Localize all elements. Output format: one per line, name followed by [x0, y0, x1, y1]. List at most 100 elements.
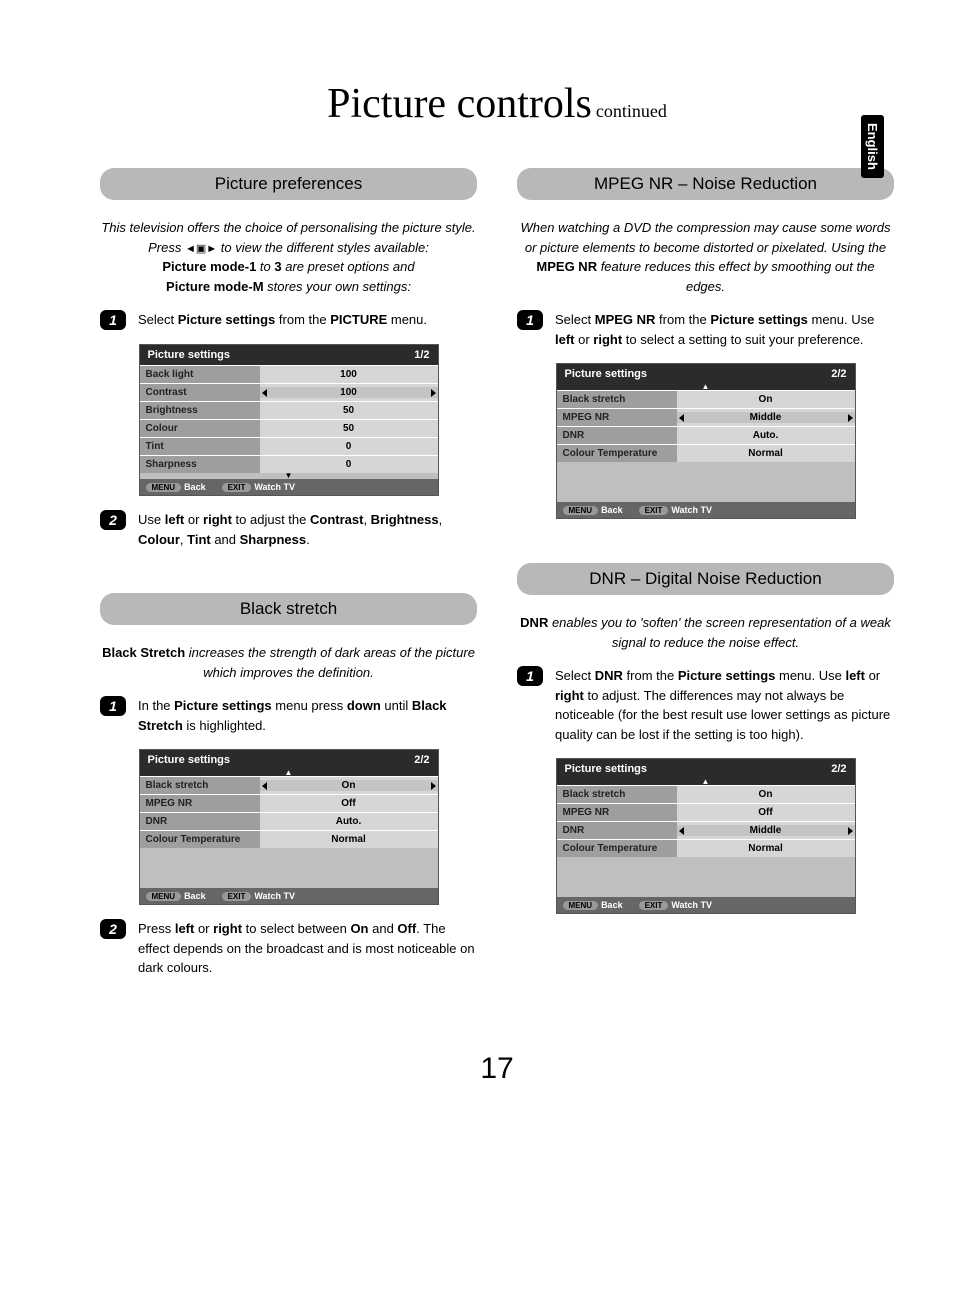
t: right [555, 688, 584, 703]
osd-label: Brightness [140, 402, 260, 419]
osd-panel: Picture settings2/2▲ Black stretch On MP… [556, 363, 856, 519]
osd-panel: Picture settings2/2▲ Black stretch On MP… [556, 758, 856, 914]
osd-footer: MENUBack EXITWatch TV [140, 888, 438, 904]
step-number-2: 2 [100, 510, 126, 530]
right-arrow-icon [431, 389, 436, 397]
t: 3 [274, 259, 281, 274]
t: PICTURE [330, 312, 387, 327]
osd-value: Normal [677, 843, 855, 854]
t: , [439, 512, 443, 527]
t: to [256, 259, 274, 274]
t: menu. [387, 312, 427, 327]
t: menu. Use [775, 668, 845, 683]
step-number-1: 1 [100, 696, 126, 716]
osd-row: Black stretch On [140, 776, 438, 794]
t: DNR [595, 668, 623, 683]
t: and [211, 532, 240, 547]
right-arrow-icon [431, 782, 436, 790]
t: left [175, 921, 195, 936]
t: MPEG NR [595, 312, 656, 327]
osd-label: DNR [140, 813, 260, 830]
left-arrow-icon [679, 827, 684, 835]
step-number-1: 1 [517, 666, 543, 686]
menu-button-icon: MENU [563, 901, 599, 910]
step-number-1: 1 [517, 310, 543, 330]
osd-value: Normal [260, 834, 438, 845]
osd-row: MPEG NR Middle [557, 408, 855, 426]
osd-row: Tint 0 [140, 437, 438, 455]
step-text: Select Picture settings from the PICTURE… [138, 310, 427, 330]
exit-button-icon: EXIT [639, 901, 669, 910]
osd-label: Colour Temperature [557, 445, 677, 462]
osd-row: Black stretch On [557, 390, 855, 408]
osd-label: MPEG NR [140, 795, 260, 812]
t: right [213, 921, 242, 936]
intro-text: Black Stretch increases the strength of … [100, 643, 477, 682]
step-number-2: 2 [100, 919, 126, 939]
step-text: Select MPEG NR from the Picture settings… [555, 310, 894, 349]
page-number: 17 [100, 1052, 894, 1086]
t: or [194, 921, 213, 936]
left-column: Picture preferences This television offe… [100, 168, 477, 992]
step-text: Select DNR from the Picture settings men… [555, 666, 894, 744]
t: left [165, 512, 185, 527]
step: 1 In the Picture settings menu press dow… [100, 696, 477, 735]
t: and [369, 921, 398, 936]
section-heading: Black stretch [100, 593, 477, 625]
osd-label: Black stretch [557, 391, 677, 408]
osd-value: Normal [677, 448, 855, 459]
osd-row: Contrast 100 [140, 383, 438, 401]
t: until [381, 698, 412, 713]
language-tab: English [861, 115, 884, 178]
t: from the [623, 668, 678, 683]
t: down [347, 698, 381, 713]
osd-label: Black stretch [140, 777, 260, 794]
step: 2 Use left or right to adjust the Contra… [100, 510, 477, 549]
t: feature reduces this effect by smoothing… [597, 259, 875, 294]
step: 1 Select Picture settings from the PICTU… [100, 310, 477, 330]
t: stores your own settings: [264, 279, 411, 294]
step-text: Use left or right to adjust the Contrast… [138, 510, 477, 549]
t: or [575, 332, 594, 347]
step: 2 Press left or right to select between … [100, 919, 477, 978]
osd-row: MPEG NR Off [140, 794, 438, 812]
section-heading: Picture preferences [100, 168, 477, 200]
osd-label: Black stretch [557, 786, 677, 803]
page-title: Picture controls continued [100, 80, 894, 128]
osd-value: 100 [260, 387, 438, 398]
osd-value: On [677, 394, 855, 405]
osd-label: DNR [557, 427, 677, 444]
osd-spacer [557, 462, 855, 502]
osd-label: Sharpness [140, 456, 260, 473]
t: or [184, 512, 203, 527]
exit-button-icon: EXIT [222, 483, 252, 492]
osd-value: 50 [260, 405, 438, 416]
osd-label: Colour Temperature [140, 831, 260, 848]
osd-title: Picture settings1/2 [140, 345, 438, 365]
osd-row: Colour Temperature Normal [557, 444, 855, 462]
menu-button-icon: MENU [146, 483, 182, 492]
osd-value: Middle [677, 825, 855, 836]
right-arrow-icon [848, 414, 853, 422]
section-heading: MPEG NR – Noise Reduction [517, 168, 894, 200]
t: MPEG NR [536, 259, 597, 274]
osd-title: Picture settings2/2 [140, 750, 438, 770]
osd-row: Colour Temperature Normal [140, 830, 438, 848]
t: from the [655, 312, 710, 327]
osd-label: DNR [557, 822, 677, 839]
osd-row: Back light 100 [140, 365, 438, 383]
t: Tint [187, 532, 211, 547]
t: right [593, 332, 622, 347]
intro-text: When watching a DVD the compression may … [517, 218, 894, 296]
osd-row: Colour 50 [140, 419, 438, 437]
t: Select [555, 312, 595, 327]
step-text: Press left or right to select between On… [138, 919, 477, 978]
section-heading: DNR – Digital Noise Reduction [517, 563, 894, 595]
intro-line: to view the different styles available: [221, 240, 429, 255]
exit-button-icon: EXIT [639, 506, 669, 515]
t: In the [138, 698, 174, 713]
t: Press [138, 921, 175, 936]
osd-label: Tint [140, 438, 260, 455]
osd-row: MPEG NR Off [557, 803, 855, 821]
osd-row: Brightness 50 [140, 401, 438, 419]
